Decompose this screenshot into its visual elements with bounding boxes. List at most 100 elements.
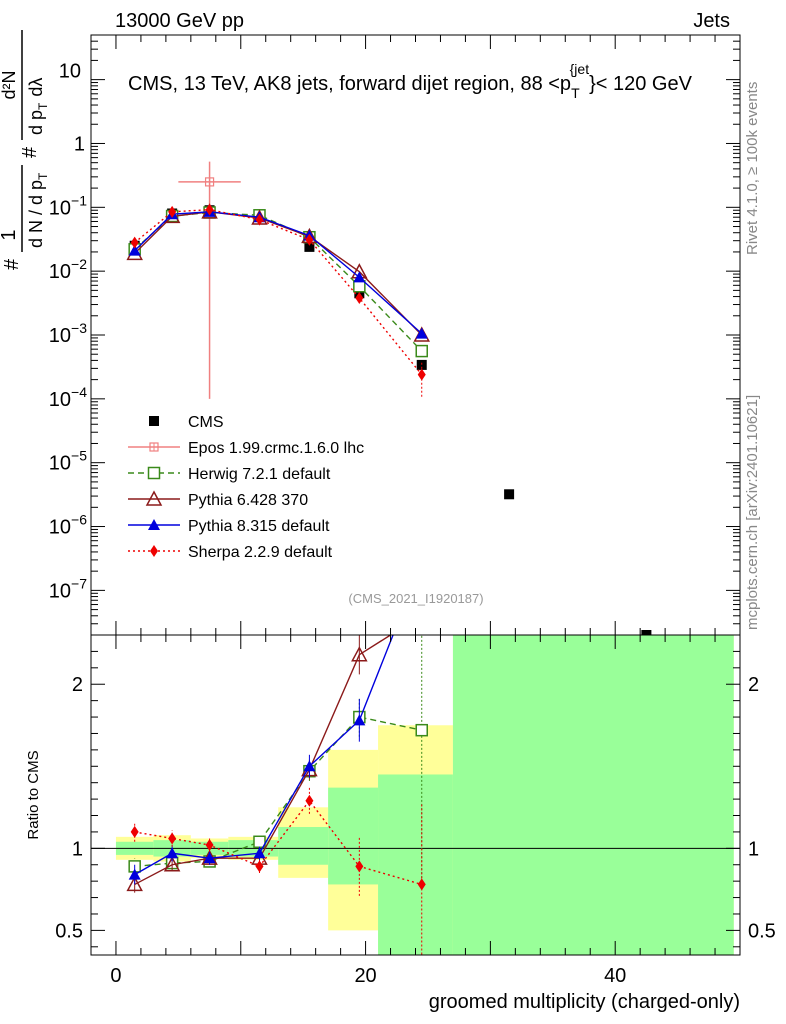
ratio-point-pythia8 [303, 760, 316, 772]
legend-label-herwig: Herwig 7.2.1 default [188, 466, 331, 483]
data-point-pythia8 [353, 271, 366, 283]
x-axis-label: groomed multiplicity (charged-only) [429, 991, 740, 1013]
legend-entry-pythia8: Pythia 8.315 default [128, 518, 330, 535]
legend-marker-epos [149, 442, 159, 452]
svg-text:d N / d pT: d N / d pT [26, 172, 50, 248]
ratio-point-pythia6 [351, 646, 368, 662]
ratio-y-tick-label-right: 0.5 [748, 920, 776, 942]
series-pythia6 [126, 203, 430, 342]
ratio-series-pythia8 [128, 635, 394, 885]
data-point-sherpa [255, 213, 264, 226]
ratio-point-sherpa [417, 878, 426, 891]
x-tick-label: 40 [604, 965, 626, 987]
ratio-point-sherpa [255, 860, 264, 873]
legend: CMS Epos 1.99.crmc.1.6.0 lhc Herwig 7.2.1 … [128, 414, 364, 561]
main-axes: 10−7 10−6 10−5 10−4 10−3 10−2 10−1 1 10 [49, 34, 741, 636]
legend-marker-herwig [147, 466, 161, 480]
legend-marker-cms [149, 416, 159, 426]
legend-label-sherpa: Sherpa 2.2.9 default [188, 544, 333, 561]
data-point-cms [416, 359, 427, 370]
legend-entry-herwig: Herwig 7.2.1 default [128, 466, 331, 483]
data-point-epos [204, 177, 215, 187]
ratio-point-herwig [415, 723, 428, 737]
data-point-sherpa [417, 368, 426, 381]
data-point-cms [304, 241, 315, 252]
main-y-axis-label: # 1 d N / d pT # d²N d pTdλ [0, 30, 50, 270]
main-y-tick-label: 10−5 [49, 448, 87, 475]
ratio-series-sherpa [130, 787, 426, 955]
legend-marker-sherpa [150, 545, 158, 557]
ratio-point-sherpa [205, 839, 214, 852]
data-point-sherpa [355, 291, 364, 304]
series-herwig [128, 206, 428, 358]
x-tick-label: 20 [354, 965, 376, 987]
main-series-group [126, 161, 652, 635]
ratio-y-tick-label: 1 [72, 838, 83, 860]
legend-entry-pythia6: Pythia 6.428 370 [128, 490, 308, 509]
ratio-y-tick-label-right: 1 [748, 838, 759, 860]
ratio-point-sherpa [168, 832, 177, 845]
ratio-series-group [126, 635, 428, 955]
legend-label-pythia6: Pythia 6.428 370 [188, 492, 308, 509]
ratio-point-pythia8 [253, 847, 266, 859]
svg-text:1: 1 [0, 229, 20, 240]
ratio-band-inner [278, 827, 329, 865]
main-y-tick-label: 10−1 [49, 192, 87, 219]
series-line-pythia8 [134, 211, 423, 335]
legend-marker-pythia6 [145, 490, 163, 506]
main-y-tick-label: 10−6 [49, 512, 87, 539]
main-y-tick-label: 10−7 [49, 575, 87, 602]
main-y-tick-label: 1 [74, 133, 85, 155]
data-point-sherpa [205, 203, 214, 216]
ratio-point-pythia8 [128, 868, 141, 880]
legend-entry-epos: Epos 1.99.crmc.1.6.0 lhc [128, 440, 364, 457]
data-point-pythia6 [201, 203, 218, 219]
ratio-point-sherpa [355, 860, 364, 873]
analysis-watermark: (CMS_2021_I1920187) [348, 591, 483, 606]
svg-text:d²N: d²N [0, 70, 19, 99]
ratio-y-tick-label-right: 2 [748, 674, 759, 696]
legend-label-cms: CMS [188, 414, 224, 431]
legend-entry-cms: CMS [149, 414, 224, 431]
legend-label-epos: Epos 1.99.crmc.1.6.0 lhc [188, 440, 364, 457]
data-point-cms [504, 489, 515, 500]
svg-text:#: # [19, 146, 41, 158]
header-category: Jets [693, 10, 730, 32]
data-point-cms [641, 630, 652, 635]
ratio-point-pythia8 [166, 847, 179, 859]
main-y-tick-label: 10−2 [49, 256, 87, 283]
data-point-herwig [415, 344, 428, 358]
ratio-y-axis-label: Ratio to CMS [25, 750, 42, 839]
ratio-uncertainty-bands [91, 635, 740, 955]
ratio-band-inner [328, 787, 379, 885]
data-point-sherpa [168, 205, 177, 218]
legend-marker-pythia8 [148, 519, 160, 530]
ratio-axes: 0 20 40 0.5 0.5 1 1 2 2 [55, 635, 776, 987]
svg-text:d pTdλ: d pTdλ [26, 78, 50, 135]
data-point-sherpa [130, 236, 139, 249]
data-point-sherpa [305, 233, 314, 246]
main-plot-title: CMS, 13 TeV, AK8 jets, forward dijet reg… [128, 61, 693, 101]
data-point-herwig [353, 280, 366, 293]
ratio-y-tick-label: 2 [72, 674, 83, 696]
series-pythia8 [128, 205, 428, 339]
ratio-point-pythia8 [203, 852, 216, 864]
ratio-point-pythia6 [126, 875, 143, 892]
ratio-point-sherpa [305, 794, 314, 807]
legend-entry-sherpa: Sherpa 2.2.9 default [128, 544, 333, 561]
ratio-point-sherpa [130, 825, 139, 838]
series-line-pythia6 [134, 211, 423, 336]
ratio-band-inner [378, 774, 453, 955]
header-process: 13000 GeV pp [115, 10, 244, 32]
main-y-tick-label: 10−3 [49, 320, 87, 347]
x-tick-label: 0 [110, 965, 121, 987]
ratio-point-pythia6 [163, 856, 181, 872]
ratio-point-pythia8 [353, 714, 366, 726]
data-point-pythia8 [415, 327, 428, 339]
ratio-y-tick-label: 0.5 [55, 920, 83, 942]
series-epos [178, 161, 241, 399]
main-y-tick-label: 10−4 [49, 384, 87, 411]
legend-label-pythia8: Pythia 8.315 default [188, 518, 330, 535]
ratio-band-inner [452, 635, 734, 955]
